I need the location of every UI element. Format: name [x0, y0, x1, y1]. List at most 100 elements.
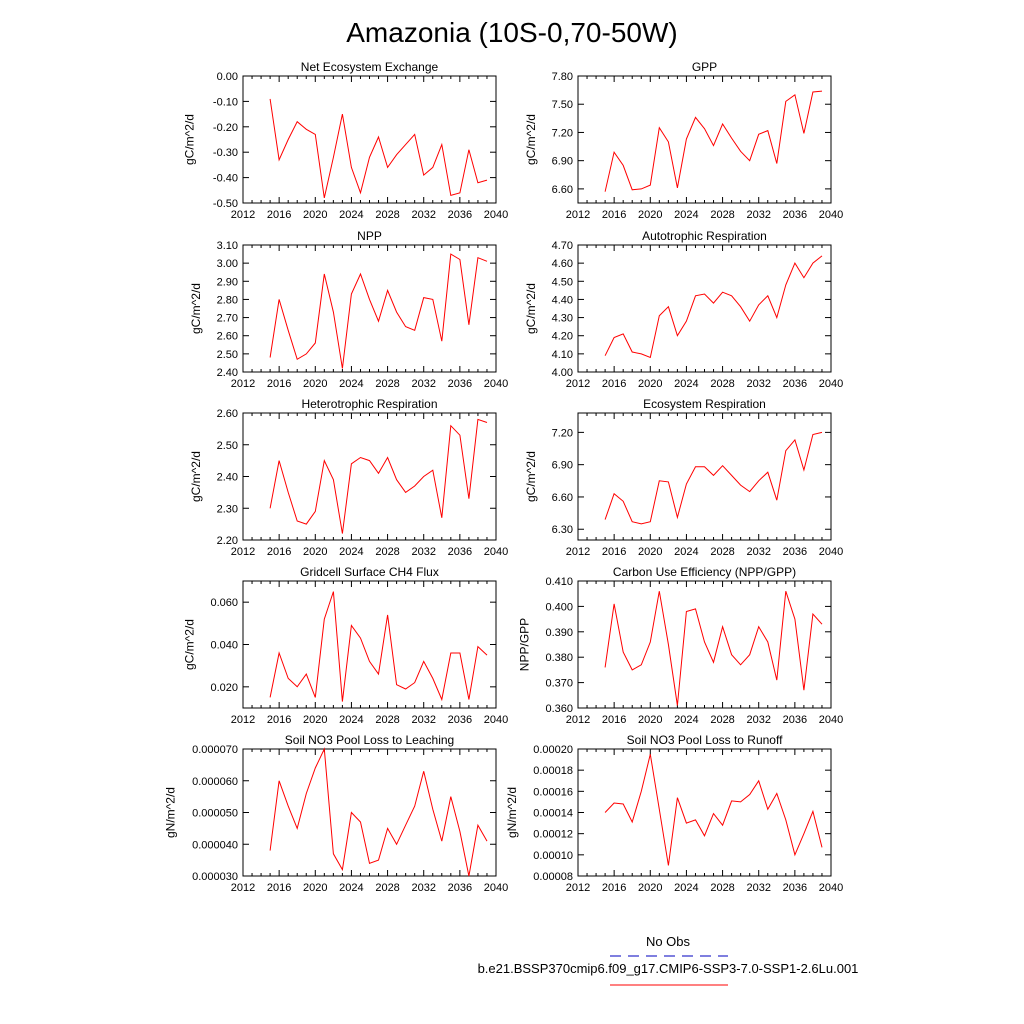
x-tick-label: 2012	[231, 882, 255, 894]
x-tick-label: 2016	[602, 546, 626, 558]
plot-frame	[242, 75, 497, 204]
y-tick-label: 2.40	[217, 472, 238, 484]
x-tick-label: 2024	[339, 882, 363, 894]
y-tick-label: 4.40	[552, 294, 573, 306]
panel-title: GPP	[692, 60, 717, 74]
x-tick-label: 2020	[638, 209, 662, 221]
y-tick-label: 2.60	[217, 331, 238, 343]
y-tick-label: 2.50	[217, 440, 238, 452]
x-tick-label: 2032	[411, 714, 435, 726]
x-tick-label: 2036	[783, 378, 807, 390]
panel-title: Heterotrophic Respiration	[301, 397, 437, 411]
panel-heterotrophic-respiration: Heterotrophic Respiration 2012 2016 2020 202…	[189, 397, 508, 558]
panel-grid: Net Ecosystem Exchange 2012 2016 2020 2024 20…	[164, 60, 844, 894]
y-tick-label: 4.70	[552, 240, 573, 252]
y-tick-label: 0.00010	[533, 850, 573, 862]
y-tick-label: 0.00008	[533, 871, 573, 883]
x-tick-label: 2040	[484, 714, 508, 726]
panel-title: Autotrophic Respiration	[642, 229, 767, 243]
x-tick-label: 2028	[375, 546, 399, 558]
y-tick-label: 7.20	[552, 127, 573, 139]
y-tick-label: 0.410	[545, 576, 573, 588]
x-tick-label: 2020	[303, 378, 327, 390]
y-tick-label: 0.000040	[192, 839, 238, 851]
x-tick-label: 2028	[375, 378, 399, 390]
x-tick-label: 2024	[674, 546, 698, 558]
y-tick-label: 6.60	[552, 184, 573, 196]
figure-title: Amazonia (10S-0,70-50W)	[346, 17, 677, 48]
y-tick-label: 4.10	[552, 349, 573, 361]
x-tick-label: 2020	[638, 714, 662, 726]
x-tick-label: 2028	[375, 209, 399, 221]
x-tick-label: 2040	[819, 882, 843, 894]
panel-gpp: GPP 2012 2016 2020 2024 2028 2032 2036 2040 7.80 7…	[524, 60, 843, 221]
x-tick-label: 2028	[375, 882, 399, 894]
plot-frame	[242, 244, 497, 373]
panel-title: Soil NO3 Pool Loss to Runoff	[627, 733, 784, 747]
y-tick-label: 2.90	[217, 276, 238, 288]
plot-frame	[242, 580, 497, 709]
x-tick-label: 2016	[267, 882, 291, 894]
y-tick-label: 6.30	[552, 524, 573, 536]
plot-frame	[577, 580, 832, 709]
x-tick-label: 2024	[674, 714, 698, 726]
x-tick-label: 2040	[484, 882, 508, 894]
x-tick-label: 2024	[674, 378, 698, 390]
x-tick-label: 2036	[448, 378, 472, 390]
y-tick-label: 0.000070	[192, 744, 238, 756]
y-tick-label: 2.80	[217, 294, 238, 306]
y-tick-label: 0.00020	[533, 744, 573, 756]
series-line	[604, 255, 823, 359]
panel-title: Gridcell Surface CH4 Flux	[300, 565, 439, 579]
x-tick-label: 2024	[339, 209, 363, 221]
x-tick-label: 2012	[566, 714, 590, 726]
y-axis-label: gC/m^2/d	[524, 283, 538, 334]
x-tick-label: 2012	[566, 882, 590, 894]
y-tick-label: 0.000050	[192, 808, 238, 820]
y-tick-label: -0.20	[213, 122, 238, 134]
plot-frame	[577, 75, 832, 204]
x-tick-label: 2016	[267, 546, 291, 558]
y-tick-label: 6.90	[552, 156, 573, 168]
x-tick-label: 2012	[231, 209, 255, 221]
y-tick-label: 0.000060	[192, 776, 238, 788]
x-tick-label: 2016	[602, 378, 626, 390]
x-tick-label: 2040	[819, 209, 843, 221]
x-tick-label: 2016	[602, 714, 626, 726]
x-tick-label: 2020	[303, 546, 327, 558]
x-tick-label: 2020	[303, 714, 327, 726]
x-tick-label: 2024	[339, 714, 363, 726]
x-tick-label: 2032	[411, 546, 435, 558]
x-tick-label: 2036	[448, 882, 472, 894]
x-tick-label: 2040	[484, 378, 508, 390]
x-tick-label: 2012	[231, 546, 255, 558]
x-tick-label: 2012	[231, 714, 255, 726]
x-tick-label: 2012	[566, 546, 590, 558]
x-tick-label: 2032	[411, 209, 435, 221]
y-tick-label: 4.50	[552, 276, 573, 288]
x-tick-label: 2016	[602, 882, 626, 894]
panel-title: Net Ecosystem Exchange	[301, 60, 439, 74]
y-tick-label: 3.00	[217, 258, 238, 270]
x-tick-label: 2028	[710, 378, 734, 390]
x-tick-label: 2036	[783, 714, 807, 726]
y-axis-label: gN/m^2/d	[164, 787, 178, 838]
y-tick-label: 0.00	[217, 71, 238, 83]
y-tick-label: -0.10	[213, 96, 238, 108]
y-tick-label: 0.00012	[533, 829, 573, 841]
y-tick-label: 2.60	[217, 408, 238, 420]
y-axis-label: gC/m^2/d	[524, 114, 538, 165]
x-tick-label: 2036	[783, 546, 807, 558]
plot-frame	[242, 412, 497, 541]
x-tick-label: 2032	[746, 209, 770, 221]
panel-carbon-use-efficiency-npp-gpp: Carbon Use Efficiency (NPP/GPP) 2012 2016 2…	[518, 565, 844, 726]
x-tick-label: 2032	[411, 882, 435, 894]
panel-title: Ecosystem Respiration	[643, 397, 766, 411]
series-line	[604, 90, 823, 192]
plot-frame	[577, 412, 832, 541]
y-tick-label: 4.30	[552, 313, 573, 325]
y-tick-label: 2.70	[217, 313, 238, 325]
y-tick-label: 0.00014	[533, 808, 573, 820]
panel-title: NPP	[357, 229, 382, 243]
